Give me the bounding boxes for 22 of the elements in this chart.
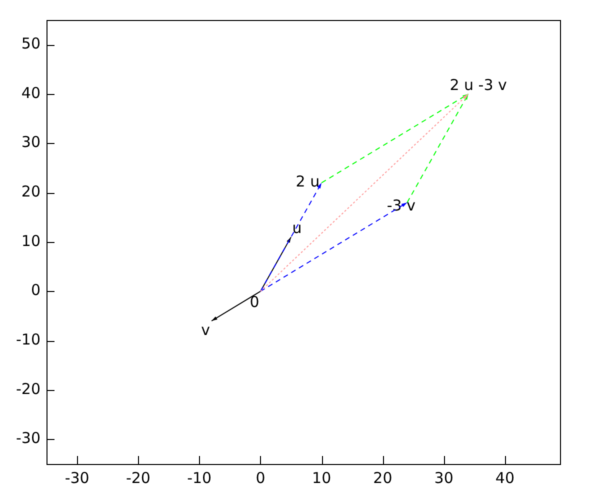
annotation: 2 u: [296, 172, 320, 191]
y-tick-label: 20: [21, 182, 40, 201]
x-tick-label: 30: [434, 468, 454, 487]
x-tick-label: -20: [126, 468, 150, 487]
x-tick-label: 40: [495, 468, 515, 487]
y-tick-label: 0: [30, 281, 40, 300]
y-tick-label: 50: [21, 34, 40, 53]
annotation: 2 u -3 v: [450, 76, 508, 94]
y-tick-label: 30: [21, 133, 40, 152]
annotation: v: [201, 320, 210, 339]
x-tick-label: 20: [373, 468, 392, 487]
annotation: u: [292, 218, 302, 237]
y-tick-label: -20: [16, 380, 40, 398]
x-tick-label: -10: [187, 468, 212, 487]
y-tick-label: -10: [16, 330, 40, 349]
annotation: 0: [250, 293, 260, 312]
y-tick-label: -30: [16, 429, 40, 448]
y-tick-label: 10: [21, 232, 40, 250]
x-tick-label: 0: [256, 468, 266, 487]
x-tick-label: -30: [64, 468, 90, 487]
x-tick-label: 10: [312, 468, 332, 487]
y-tick-label: 40: [21, 84, 40, 102]
